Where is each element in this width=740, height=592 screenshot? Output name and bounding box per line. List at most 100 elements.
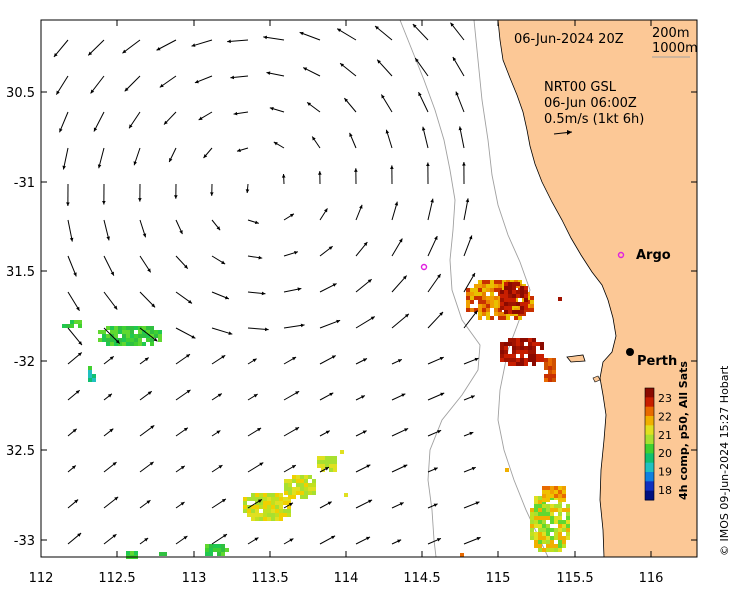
colorbar-title: 4h comp, p50, All Sats [677,361,690,500]
sst-cell [263,517,267,521]
sst-cell [482,304,486,308]
sst-cell [300,495,304,499]
sst-cell [548,362,552,366]
sst-cell [534,544,538,548]
sst-cell [106,334,110,338]
sst-cell [263,505,267,509]
sst-cell [562,520,566,524]
sst-cell [142,326,146,330]
sst-cell [512,362,516,366]
current-arrow [355,536,371,545]
sst-cell [114,342,118,346]
sst-cell [542,512,546,516]
argo-float-marker[interactable] [420,263,428,271]
sst-cell [317,460,321,464]
sst-cell [512,358,516,362]
sst-cell [546,490,550,494]
sst-cell [225,548,229,552]
sst-cell [532,350,536,354]
sst-cell [552,366,556,370]
sst-cell [308,475,312,479]
sst-cell [288,479,292,483]
sst-cell [267,493,271,497]
sst-cell [106,338,110,342]
current-arrow [463,431,474,437]
sst-cell [530,512,534,516]
current-arrow [211,354,226,365]
sst-cell [520,358,524,362]
current-arrow [302,67,321,77]
current-arrow [266,71,285,77]
sst-cell [312,483,316,487]
sst-cell [213,548,217,552]
sst-cell [130,338,134,342]
y-tick-label: 30.5 [6,86,35,101]
sst-cell [312,487,316,491]
current-arrow [175,389,191,401]
sst-cell [548,374,552,378]
current-arrow [463,235,473,257]
sst-cell [259,513,263,517]
current-arrow [103,428,114,437]
sst-cell [78,320,82,324]
sst-cell [275,513,279,517]
sst-cell [329,460,333,464]
sst-cell [552,370,556,374]
sst-cell [279,493,283,497]
current-arrow [139,327,158,342]
current-source-label: NRT00 GSL [544,80,617,95]
current-arrow [263,35,285,41]
current-arrow [463,310,478,329]
sst-cell [508,338,512,342]
sst-cell [508,358,512,362]
sst-cell [558,544,562,548]
sst-cell [478,288,482,292]
sst-cell [512,350,516,354]
sst-cell [271,493,275,497]
sst-cell [550,516,554,520]
sst-cell [217,552,221,556]
sst-cell [150,330,154,334]
sst-cell [538,520,542,524]
sst-cell [530,524,534,528]
sst-cell [279,509,283,513]
current-arrow [319,501,332,509]
sst-cell [292,475,296,479]
sst-cell [520,342,524,346]
current-arrow [53,39,69,58]
sst-cell [317,456,321,460]
sst-cell [546,494,550,498]
current-arrow [355,241,368,257]
sst-cell [558,516,562,520]
perth-marker[interactable] [626,348,634,356]
sst-cell [255,497,259,501]
sst-cell [538,536,542,540]
current-arrow [247,358,257,365]
sst-cell [566,508,570,512]
sst-cell [205,544,209,548]
sst-cell [130,342,134,346]
sst-cell [304,483,308,487]
sst-cell [209,552,213,556]
current-arrow [427,273,442,293]
depth-1000-label: 1000m [652,41,698,56]
sst-cell [122,338,126,342]
y-tick-label: -31 [14,176,35,191]
sst-cell [486,300,490,304]
current-arrow [139,255,152,273]
sst-cell [474,288,478,292]
current-arrow [355,358,368,365]
current-arrow [283,287,302,293]
sst-cell [470,288,474,292]
sst-cell [118,326,122,330]
sst-cell [544,366,548,370]
sst-cell [528,358,532,362]
sst-cell [300,483,304,487]
colorbar-ticks: 23 22 21 20 19 18 [658,392,672,497]
current-arrow [103,393,113,401]
sst-cell [536,358,540,362]
sst-cell [259,497,263,501]
sst-cell [504,298,508,302]
sst-cell [520,302,524,306]
sst-cell [329,468,333,472]
